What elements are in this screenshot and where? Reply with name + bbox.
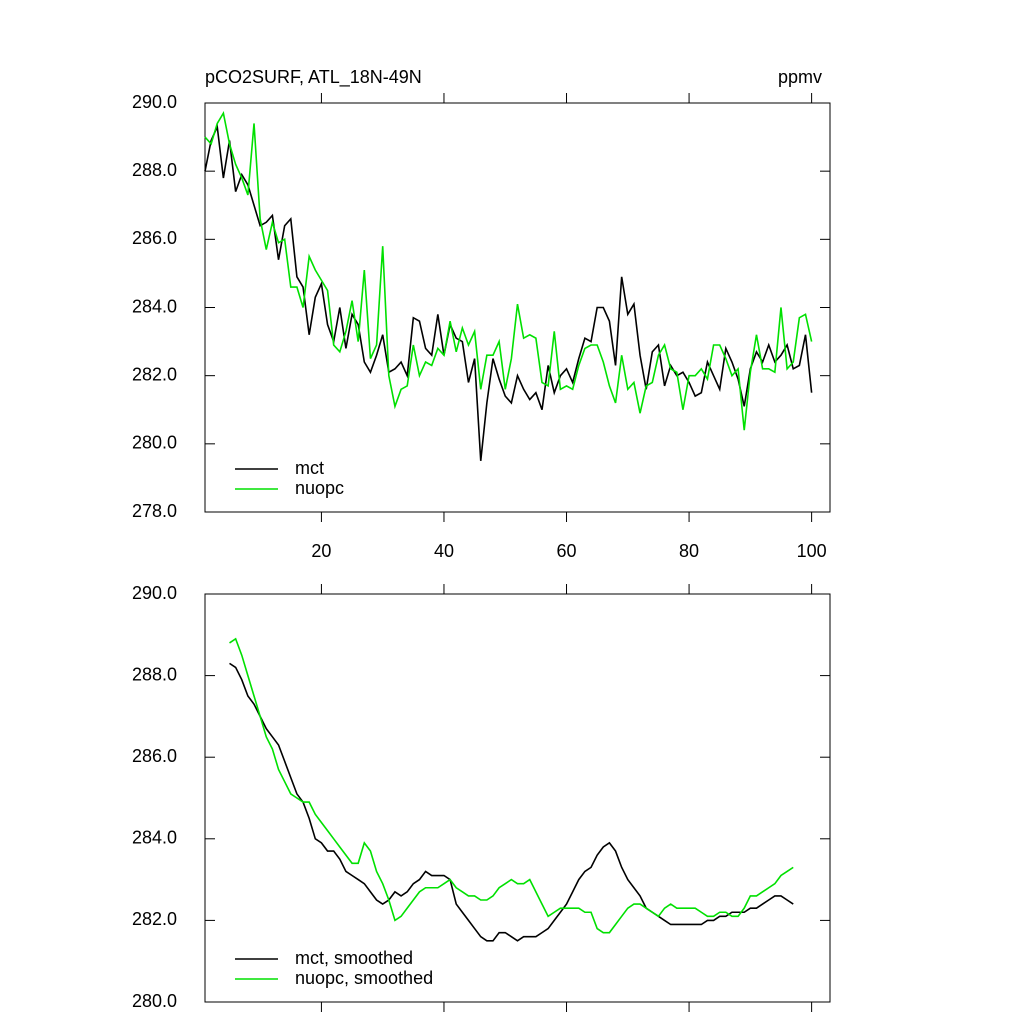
y-tick-label: 284.0 [132,296,177,316]
series-line [229,662,794,942]
series-line [204,111,813,431]
x-tick-label: 80 [679,541,699,561]
chart-title: pCO2SURF, ATL_18N-49N [205,67,422,88]
y-tick-label: 280.0 [132,991,177,1011]
y-tick-label: 286.0 [132,746,177,766]
x-tick-label: 40 [434,541,454,561]
y-tick-label: 290.0 [132,92,177,112]
y-tick-label: 280.0 [132,433,177,453]
y-tick-label: 282.0 [132,909,177,929]
units-label: ppmv [778,67,822,87]
y-tick-label: 278.0 [132,501,177,521]
series-line [229,637,794,934]
y-tick-label: 288.0 [132,160,177,180]
y-tick-label: 286.0 [132,228,177,248]
y-tick-label: 288.0 [132,664,177,684]
y-tick-label: 290.0 [132,583,177,603]
x-tick-label: 60 [557,541,577,561]
legend-label: mct, smoothed [295,948,413,968]
y-tick-label: 282.0 [132,364,177,384]
legend-label: nuopc, smoothed [295,968,433,988]
y-tick-label: 284.0 [132,828,177,848]
x-tick-label: 100 [797,541,827,561]
legend-label: mct [295,458,324,478]
plot-frame [204,593,831,1003]
legend-label: nuopc [295,478,344,498]
x-tick-label: 20 [311,541,331,561]
series-line [204,123,813,461]
